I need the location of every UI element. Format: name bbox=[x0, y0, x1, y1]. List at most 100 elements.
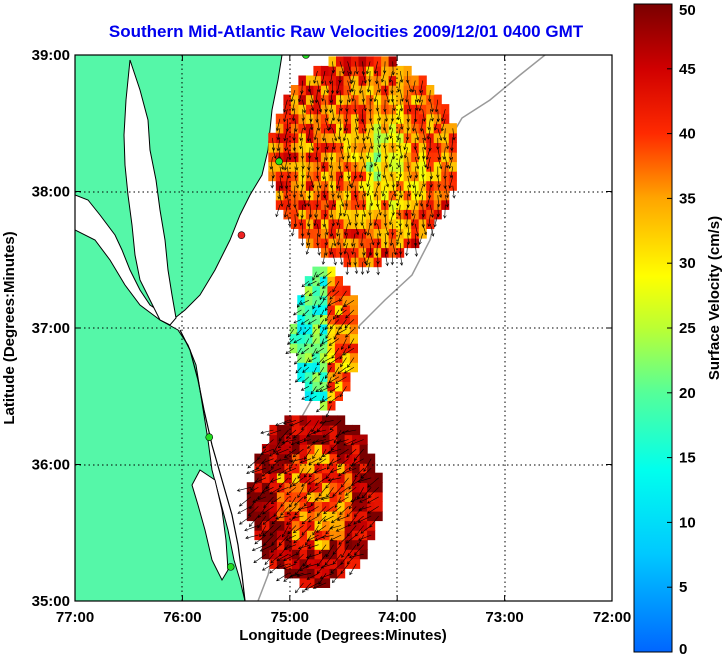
velocity-cell bbox=[328, 151, 337, 163]
velocity-cell bbox=[298, 104, 307, 115]
velocity-vector bbox=[329, 420, 342, 431]
velocity-cell bbox=[358, 180, 367, 191]
velocity-vector bbox=[336, 328, 347, 335]
velocity-cell bbox=[313, 151, 322, 163]
velocity-vector bbox=[304, 487, 312, 500]
velocity-cell bbox=[396, 65, 405, 77]
velocity-vector bbox=[307, 80, 312, 93]
velocity-cell bbox=[312, 304, 321, 315]
velocity-vector bbox=[330, 439, 342, 451]
velocity-cell bbox=[254, 520, 263, 531]
velocity-vector bbox=[412, 176, 416, 189]
velocity-vector bbox=[267, 467, 282, 475]
velocity-cell bbox=[358, 65, 367, 77]
velocity-vector bbox=[321, 252, 326, 265]
velocity-cell bbox=[261, 472, 270, 483]
velocity-vector bbox=[329, 386, 340, 393]
velocity-vector bbox=[326, 487, 334, 498]
velocity-vector bbox=[309, 90, 315, 104]
velocity-vector bbox=[427, 185, 432, 199]
velocity-vector bbox=[365, 252, 371, 266]
velocity-vector bbox=[262, 525, 274, 537]
velocity-vector bbox=[414, 195, 419, 207]
velocity-cell bbox=[312, 343, 321, 354]
velocity-vector bbox=[285, 347, 295, 355]
velocity-vector bbox=[297, 468, 304, 479]
velocity-cell bbox=[351, 94, 360, 105]
colorbar-tick-label: 40 bbox=[679, 126, 696, 143]
velocity-cell bbox=[319, 381, 328, 392]
velocity-cell bbox=[344, 491, 353, 502]
velocity-cell bbox=[337, 444, 346, 455]
velocity-vector bbox=[296, 573, 312, 578]
velocity-vector bbox=[279, 166, 284, 179]
velocity-vector bbox=[362, 137, 367, 150]
velocity-vector bbox=[301, 376, 310, 384]
velocity-vector bbox=[299, 137, 303, 150]
velocity-cell bbox=[343, 171, 352, 182]
velocity-vector bbox=[302, 99, 307, 114]
velocity-vector bbox=[362, 70, 367, 84]
velocity-cell bbox=[290, 180, 299, 191]
velocity-vector bbox=[324, 80, 329, 94]
velocity-vector bbox=[301, 166, 305, 179]
velocity-cell bbox=[268, 132, 277, 143]
velocity-cell bbox=[433, 180, 442, 191]
velocity-cell bbox=[396, 113, 405, 124]
velocity-vector bbox=[399, 252, 404, 266]
velocity-vector bbox=[317, 176, 322, 189]
velocity-vector bbox=[296, 347, 302, 357]
velocity-vector bbox=[339, 242, 343, 256]
velocity-cell bbox=[290, 132, 299, 143]
velocity-vector bbox=[437, 156, 443, 170]
velocity-vector bbox=[360, 214, 364, 226]
velocity-vector bbox=[382, 195, 387, 207]
velocity-cell bbox=[313, 94, 322, 105]
velocity-vector bbox=[366, 185, 371, 197]
velocity-vector bbox=[301, 477, 312, 487]
velocity-vector bbox=[313, 467, 327, 474]
velocity-vector bbox=[293, 553, 304, 564]
velocity-vector bbox=[271, 166, 275, 179]
velocity-vector bbox=[297, 506, 312, 511]
velocity-vector bbox=[445, 137, 449, 150]
velocity-vector bbox=[324, 223, 329, 236]
velocity-vector bbox=[392, 185, 397, 197]
velocity-vector bbox=[290, 458, 304, 463]
velocity-vector bbox=[283, 563, 297, 570]
velocity-vector bbox=[283, 448, 297, 458]
velocity-vector bbox=[383, 137, 387, 149]
velocity-vector bbox=[238, 515, 252, 525]
velocity-vector bbox=[307, 319, 317, 325]
velocity-vector bbox=[384, 252, 389, 267]
velocity-cell bbox=[320, 94, 329, 105]
velocity-vector bbox=[427, 214, 431, 228]
velocity-vector bbox=[273, 506, 282, 518]
velocity-vector bbox=[328, 118, 333, 131]
velocity-vector bbox=[328, 458, 342, 466]
velocity-vector bbox=[369, 233, 375, 246]
velocity-cell bbox=[312, 276, 321, 287]
x-tick-label: 74:00 bbox=[378, 609, 416, 626]
velocity-vector bbox=[260, 429, 274, 435]
velocity-vector bbox=[237, 506, 252, 514]
velocity-vector bbox=[422, 137, 427, 151]
velocity-vector bbox=[427, 118, 431, 131]
velocity-vector bbox=[290, 90, 296, 103]
velocity-vector bbox=[322, 128, 326, 142]
velocity-vector bbox=[377, 137, 381, 149]
velocity-cell bbox=[312, 314, 321, 325]
velocity-vector bbox=[329, 176, 334, 189]
velocity-vector bbox=[418, 185, 423, 198]
velocity-vector bbox=[352, 147, 356, 160]
velocity-vector bbox=[434, 99, 439, 113]
velocity-vector bbox=[345, 328, 355, 338]
velocity-vector bbox=[262, 515, 274, 525]
velocity-vector bbox=[390, 252, 395, 266]
velocity-vector bbox=[269, 156, 273, 170]
velocity-vector bbox=[312, 429, 327, 435]
velocity-vector bbox=[322, 166, 326, 180]
velocity-cell bbox=[307, 434, 316, 445]
velocity-vector bbox=[316, 156, 320, 171]
velocity-vector bbox=[351, 70, 356, 84]
